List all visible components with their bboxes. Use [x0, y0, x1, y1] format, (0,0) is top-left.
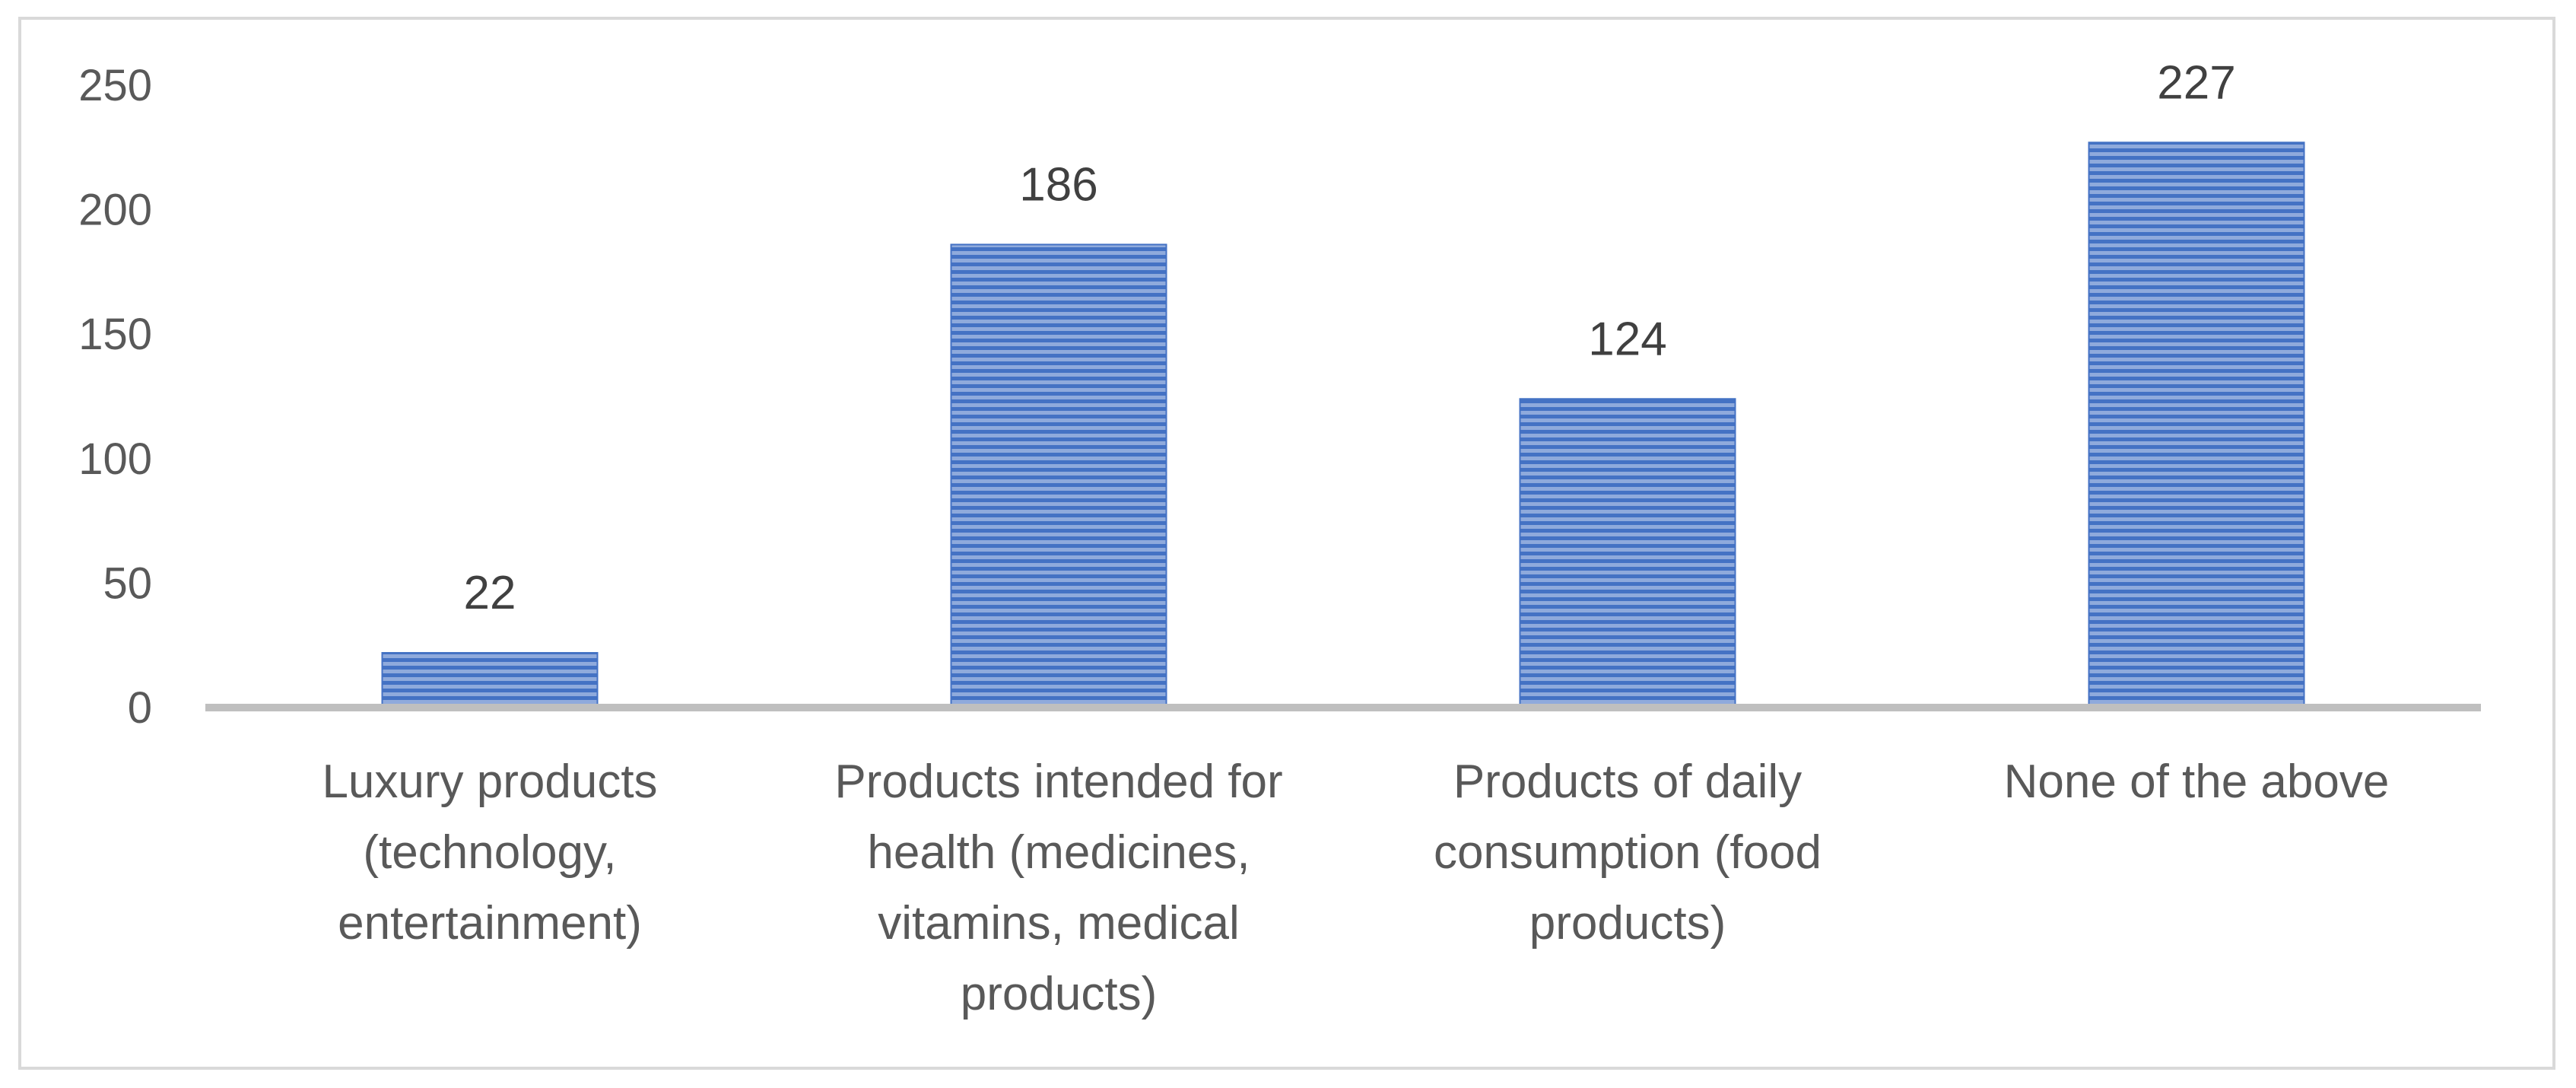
- data-label: 186: [1019, 158, 1097, 211]
- bar: [950, 243, 1167, 708]
- y-tick-label: 0: [128, 683, 152, 733]
- bar: [381, 652, 599, 708]
- category-labels: Luxury products (technology, entertainment…: [322, 756, 2389, 1020]
- y-tick-label: 100: [78, 434, 152, 484]
- data-labels: 22 186 124 227: [464, 56, 2236, 619]
- y-tick-label: 50: [103, 558, 152, 608]
- bars: [381, 142, 2305, 709]
- bar: [2088, 142, 2305, 709]
- data-label: 124: [1588, 313, 1666, 365]
- bar: [1519, 398, 1736, 708]
- category-label: Products intended for health (medicines, v…: [834, 756, 1282, 1020]
- data-label: 227: [2157, 56, 2235, 109]
- category-label: None of the above: [2004, 756, 2390, 808]
- y-tick-label: 150: [78, 310, 152, 359]
- y-tick-label: 250: [78, 61, 152, 110]
- category-label: Luxury products (technology, entertainment…: [322, 756, 657, 950]
- y-tick-label: 200: [78, 186, 152, 235]
- y-axis-ticks: 0 50 100 150 200 250: [78, 61, 152, 733]
- data-label: 22: [464, 567, 516, 619]
- category-label: Products of daily consumption (food produc…: [1434, 756, 1822, 950]
